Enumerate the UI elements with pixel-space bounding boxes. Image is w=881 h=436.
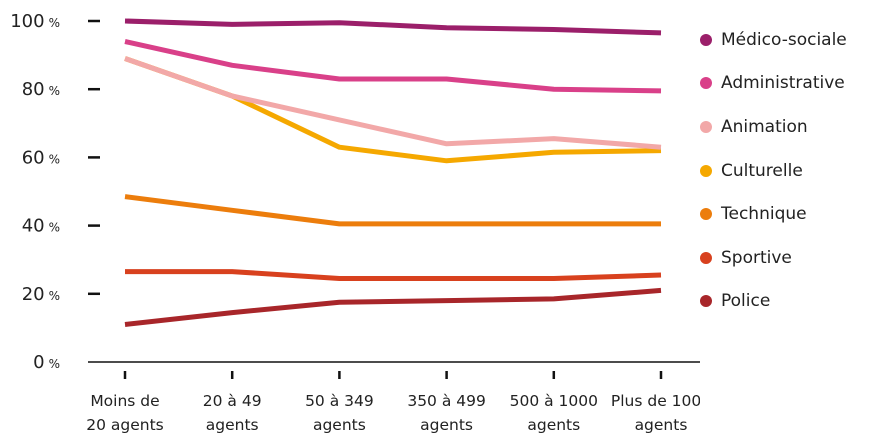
y-tick-label: 80%: [22, 79, 60, 100]
x-tick-label: Moins de: [90, 392, 159, 410]
legend-marker: [700, 33, 712, 46]
legend-label: Animation: [721, 116, 808, 137]
legend-item: Animation: [700, 105, 875, 149]
series-line-culturelle: [124, 56, 662, 164]
legend-label: Culturelle: [721, 160, 803, 181]
x-tick-label: agents: [206, 416, 259, 434]
x-tick-label: 50 à 349: [305, 392, 374, 410]
x-tick-label: 500 à 1000: [510, 392, 598, 410]
legend-marker: [700, 77, 712, 90]
legend-marker: [700, 251, 712, 264]
legend-item: Sportive: [700, 236, 875, 280]
x-tick-label: 20 agents: [86, 416, 164, 434]
series-line-police: [124, 287, 662, 327]
x-tick-label: agents: [527, 416, 580, 434]
legend-item: Technique: [700, 192, 875, 236]
x-tick-label: agents: [635, 416, 688, 434]
x-tick-label: agents: [420, 416, 473, 434]
legend: Médico-sociale Administrative Animation Cul…: [700, 18, 875, 323]
legend-item: Médico-sociale: [700, 18, 875, 62]
legend-marker: [700, 208, 712, 221]
legend-label: Sportive: [721, 247, 792, 268]
legend-marker: [700, 120, 712, 133]
x-tick-label: Plus de 1000: [611, 392, 700, 410]
y-tick-label: 60%: [22, 147, 60, 168]
legend-label: Police: [721, 291, 771, 312]
x-tick-label: 20 à 49: [203, 392, 262, 410]
series-line-medico-sociale: [124, 18, 662, 36]
series-line-animation: [124, 56, 662, 150]
series-line-sportive: [125, 269, 662, 281]
legend-item: Culturelle: [700, 149, 875, 193]
series-line-technique: [124, 194, 661, 227]
legend-label: Technique: [721, 204, 807, 225]
x-tick-label: agents: [313, 416, 366, 434]
legend-marker: [700, 295, 712, 308]
legend-label: Administrative: [721, 73, 845, 94]
y-tick-label: 0%: [33, 352, 60, 373]
line-chart: 0 % 20 % 40 % 60 % 80 % 100 % Moins de 20 agents 20 à …: [10, 11, 700, 434]
y-tick-label: 20%: [22, 284, 60, 305]
x-tick-label: 350 à 499: [407, 392, 486, 410]
y-tick-label: 100%: [10, 11, 60, 32]
legend-marker: [700, 164, 712, 177]
legend-label: Médico-sociale: [721, 29, 847, 50]
y-tick-label: 40%: [22, 216, 60, 237]
legend-item: Police: [700, 280, 875, 324]
legend-item: Administrative: [700, 62, 875, 106]
series-line-administrative: [124, 39, 662, 94]
